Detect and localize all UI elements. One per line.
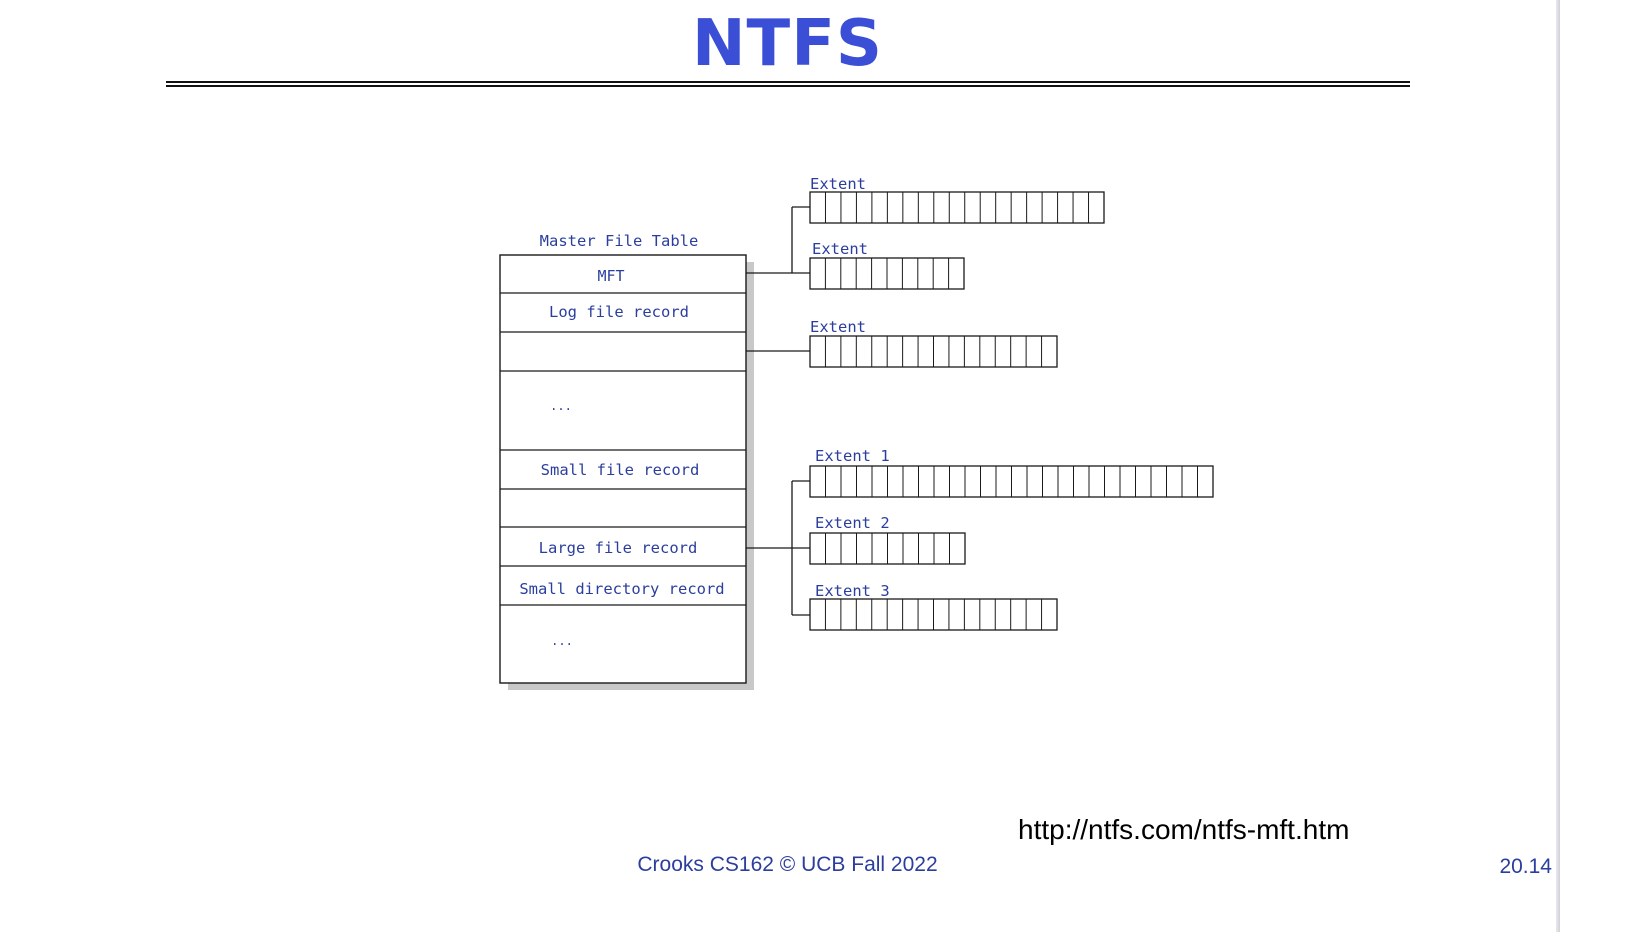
record-small-file: Small file record [541,461,700,479]
extent-label: Extent [810,318,866,336]
extent-2-label: Extent 2 [815,514,890,532]
source-link[interactable]: http://ntfs.com/ntfs-mft.htm [1018,814,1349,846]
record-small-directory: Small directory record [519,580,724,598]
window-edge [1556,0,1560,932]
extent-3-label: Extent 3 [815,582,890,600]
extent-block-array [810,466,1213,497]
record-ellipsis: ... [551,634,573,648]
footer-credit: Crooks CS162 © UCB Fall 2022 [0,853,1575,877]
extent-block-array [810,336,1057,367]
record-large-file: Large file record [539,539,698,557]
record-ellipsis: ... [550,399,572,413]
extent-label: Extent [810,175,866,193]
connector-lines [746,207,810,615]
extent-block-array [810,192,1104,223]
extent-1-label: Extent 1 [815,447,890,465]
extent-block-array [810,258,964,289]
extent-block-array [810,599,1057,630]
table-title: Master File Table [540,232,699,250]
page-number: 20.14 [1499,855,1552,879]
record-mft: MFT [597,267,624,285]
extent-frame [810,192,1104,223]
record-log-file: Log file record [549,303,689,321]
extent-label: Extent [812,240,868,258]
extent-block-array [810,533,965,564]
